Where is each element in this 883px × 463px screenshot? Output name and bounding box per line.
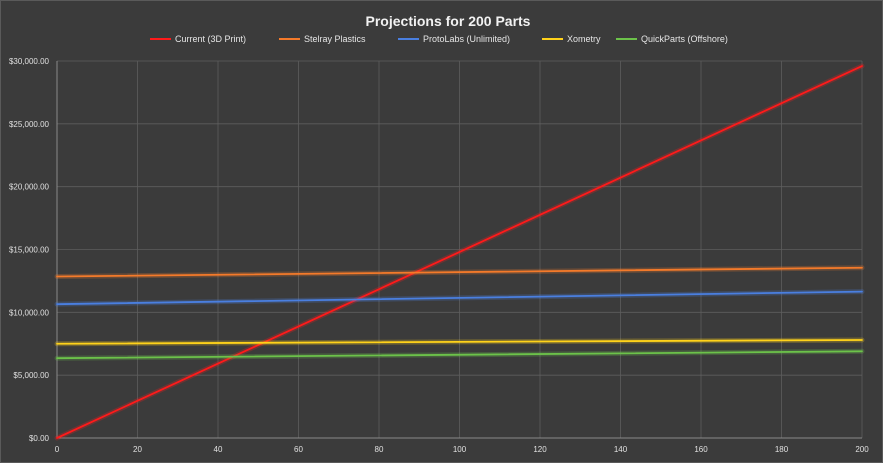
y-tick-label: $25,000.00 bbox=[9, 120, 50, 129]
legend-item: Current (3D Print) bbox=[150, 34, 246, 44]
series-line bbox=[56, 339, 863, 345]
x-tick-label: 180 bbox=[775, 445, 789, 454]
y-tick-label: $15,000.00 bbox=[9, 246, 50, 255]
y-tick-label: $5,000.00 bbox=[13, 371, 49, 380]
x-tick-label: 80 bbox=[375, 445, 384, 454]
legend-label: Xometry bbox=[567, 34, 601, 44]
legend-item: Stelray Plastics bbox=[279, 34, 366, 44]
x-axis-ticks: 0 20 40 60 80 100 120 140 160 180 200 bbox=[55, 445, 869, 454]
x-tick-label: 40 bbox=[214, 445, 223, 454]
series-line bbox=[56, 350, 863, 360]
legend-item: Xometry bbox=[542, 34, 601, 44]
x-tick-label: 100 bbox=[453, 445, 467, 454]
series-lines bbox=[54, 63, 865, 441]
series-line bbox=[56, 65, 863, 439]
chart-title: Projections for 200 Parts bbox=[366, 13, 531, 29]
legend-item: QuickParts (Offshore) bbox=[616, 34, 728, 44]
legend-label: QuickParts (Offshore) bbox=[641, 34, 728, 44]
x-tick-label: 200 bbox=[855, 445, 869, 454]
x-tick-label: 120 bbox=[533, 445, 547, 454]
y-tick-label: $20,000.00 bbox=[9, 183, 50, 192]
y-tick-label: $30,000.00 bbox=[9, 57, 50, 66]
legend: Current (3D Print) Stelray Plastics ProtoL… bbox=[150, 34, 728, 44]
x-tick-label: 20 bbox=[133, 445, 142, 454]
legend-item: ProtoLabs (Unlimited) bbox=[398, 34, 510, 44]
gridlines bbox=[56, 60, 863, 439]
y-tick-label: $0.00 bbox=[29, 434, 50, 443]
x-tick-label: 140 bbox=[614, 445, 628, 454]
x-tick-label: 0 bbox=[55, 445, 60, 454]
x-tick-label: 160 bbox=[694, 445, 708, 454]
x-tick-label: 60 bbox=[294, 445, 303, 454]
legend-label: Stelray Plastics bbox=[304, 34, 366, 44]
series-line bbox=[56, 290, 863, 306]
series-line bbox=[56, 266, 863, 278]
y-axis-ticks: $0.00 $5,000.00 $10,000.00 $15,000.00 $20,00… bbox=[9, 57, 50, 443]
legend-label: ProtoLabs (Unlimited) bbox=[423, 34, 510, 44]
axes bbox=[56, 61, 862, 439]
legend-label: Current (3D Print) bbox=[175, 34, 246, 44]
y-tick-label: $10,000.00 bbox=[9, 308, 50, 317]
